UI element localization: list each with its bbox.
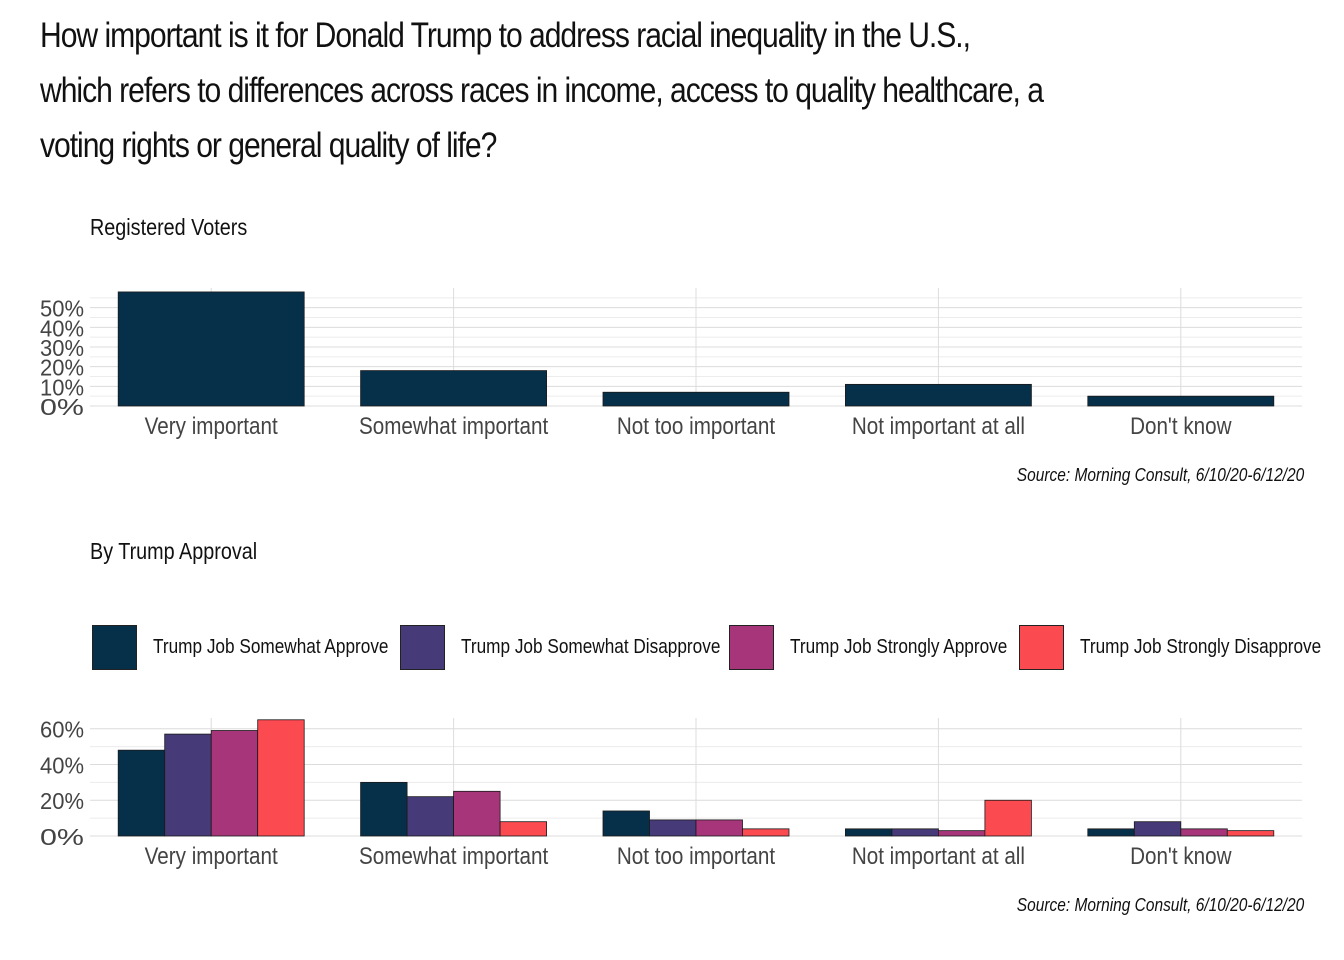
bar-trump-job-somewhat-approve-don-t-know	[1087, 828, 1135, 837]
bar-trump-job-strongly-disapprove-not-important-at-all	[984, 799, 1032, 837]
bar-trump-job-somewhat-approve-somewhat-important	[360, 781, 408, 837]
bar-trump-job-strongly-approve-don-t-know	[1180, 828, 1228, 837]
bar-trump-job-strongly-disapprove-don-t-know	[1226, 830, 1275, 837]
bar-trump-job-somewhat-disapprove-somewhat-important	[406, 796, 455, 837]
legend-swatch-somewhat-disapprove	[400, 625, 445, 670]
bar-somewhat-important	[360, 370, 548, 407]
bar-trump-job-somewhat-approve-not-too-important	[602, 810, 650, 837]
registered-voters-chart: 0%10%20%30%40%50% Very important Somewhat …	[40, 288, 1302, 440]
legend-swatch-somewhat-approve	[92, 625, 137, 670]
bar-trump-job-strongly-disapprove-somewhat-important	[499, 821, 548, 837]
bar-trump-job-strongly-approve-very-important	[210, 730, 259, 837]
bar-very-important	[117, 291, 305, 407]
bar-trump-job-somewhat-disapprove-very-important	[164, 733, 212, 837]
bar-trump-job-somewhat-disapprove-not-too-important	[649, 819, 697, 837]
bar-trump-job-somewhat-approve-not-important-at-all	[845, 828, 893, 837]
page-title-line-1: How important is it for Donald Trump to …	[40, 16, 971, 55]
x-tick-label-somewhat-important: Somewhat important	[359, 843, 549, 870]
by-trump-approval-source: Source: Morning Consult, 6/10/20-6/12/20	[1016, 895, 1304, 915]
bar-trump-job-somewhat-approve-very-important	[117, 749, 166, 837]
x-tick-label-don-t-know: Don't know	[1130, 413, 1232, 440]
bar-not-too-important	[602, 391, 790, 407]
y-tick-label: 30%	[40, 335, 84, 361]
bar-not-important-at-all	[845, 383, 1032, 407]
legend-swatch-strongly-disapprove	[1019, 625, 1064, 670]
page-title-line-2: which refers to differences across races…	[40, 71, 1044, 110]
x-tick-label-not-important-at-all: Not important at all	[852, 413, 1025, 440]
x-tick-label-not-important-at-all: Not important at all	[852, 843, 1025, 870]
bar-trump-job-strongly-disapprove-not-too-important	[742, 828, 790, 837]
legend-label-strongly-disapprove: Trump Job Strongly Disapprove	[1080, 636, 1322, 658]
y-tick-label: 0%	[40, 824, 84, 850]
legend-label-somewhat-approve: Trump Job Somewhat Approve	[153, 636, 389, 658]
y-tick-label: 40%	[40, 315, 84, 341]
legend-label-somewhat-disapprove: Trump Job Somewhat Disapprove	[461, 636, 721, 658]
bar-trump-job-strongly-approve-not-important-at-all	[938, 830, 986, 837]
legend-label-strongly-approve: Trump Job Strongly Approve	[790, 636, 1008, 658]
x-tick-label-very-important: Very important	[145, 843, 279, 870]
page-title-line-3: voting rights or general quality of life…	[40, 126, 497, 165]
registered-voters-title: Registered Voters	[90, 214, 248, 240]
page-title: How important is it for Donald Trump to …	[40, 8, 1158, 173]
y-tick-label: 0%	[40, 394, 84, 420]
by-trump-approval-chart: 0% 20% 40% 60% Very important Somewhat import…	[40, 717, 1302, 870]
x-tick-label-very-important: Very important	[145, 413, 279, 440]
x-tick-label-not-too-important: Not too important	[617, 413, 776, 440]
y-tick-label: 50%	[40, 296, 84, 322]
bar-trump-job-somewhat-disapprove-don-t-know	[1133, 821, 1182, 837]
bar-don-t-know	[1087, 395, 1275, 407]
y-tick-label: 20%	[40, 788, 84, 814]
x-tick-label-don-t-know: Don't know	[1130, 843, 1232, 870]
bar-trump-job-strongly-approve-somewhat-important	[453, 790, 501, 837]
bar-trump-job-strongly-approve-not-too-important	[695, 819, 743, 837]
bar-trump-job-strongly-disapprove-very-important	[257, 719, 305, 837]
legend-swatch-strongly-approve	[729, 625, 774, 670]
by-trump-approval-title: By Trump Approval	[90, 538, 258, 564]
y-tick-label: 40%	[40, 752, 84, 778]
y-tick-label: 10%	[40, 374, 84, 400]
y-tick-label: 20%	[40, 355, 84, 381]
x-tick-label-somewhat-important: Somewhat important	[359, 413, 549, 440]
registered-voters-source: Source: Morning Consult, 6/10/20-6/12/20	[1016, 465, 1304, 485]
x-tick-label-not-too-important: Not too important	[617, 843, 776, 870]
y-tick-label: 60%	[40, 717, 84, 743]
bar-trump-job-somewhat-disapprove-not-important-at-all	[891, 828, 939, 837]
